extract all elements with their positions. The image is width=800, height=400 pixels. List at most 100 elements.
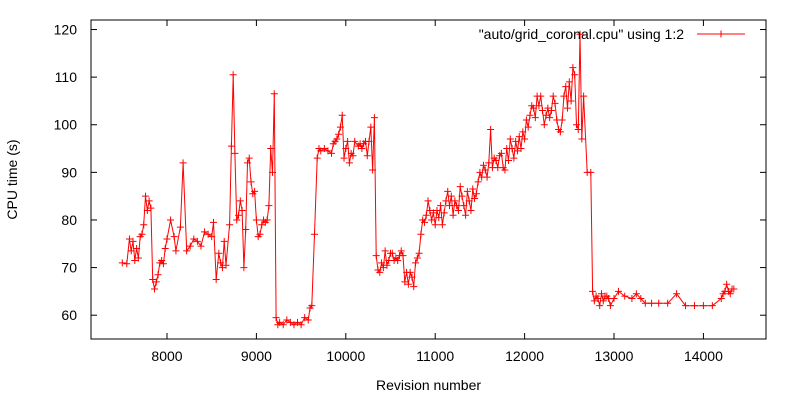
data-point [256,230,264,238]
data-point [606,302,614,310]
data-point [512,137,520,145]
data-point [501,166,509,174]
data-point [383,261,391,269]
data-point [431,221,439,229]
data-point [587,168,595,176]
data-point [730,285,738,293]
data-point [505,156,513,164]
data-point [412,259,420,267]
data-point [487,126,495,134]
data-point [167,216,175,224]
data-point [517,145,525,153]
data-point [451,197,459,205]
data-point [513,147,521,155]
data-point [637,295,645,303]
data-point [571,71,579,79]
data-point [218,264,226,272]
data-point [333,135,341,143]
data-point [708,302,716,310]
data-point [440,209,448,217]
data-point [263,216,271,224]
data-point [129,237,137,245]
y-axis-label: CPU time (s) [4,139,20,219]
y-tick-label: 90 [61,164,77,180]
data-point [433,206,441,214]
data-point [251,187,259,195]
data-point [447,192,455,200]
data-point [297,321,305,329]
data-point [444,187,452,195]
data-point [576,30,584,38]
data-point [152,278,160,286]
data-point [404,280,412,288]
data-point [538,106,546,114]
data-point [172,247,180,255]
data-point [531,114,539,122]
data-point [664,299,672,307]
data-point [252,216,260,224]
data-point [149,275,157,283]
data-point [327,149,335,157]
data-point [208,233,216,241]
data-point [479,161,487,169]
data-point [127,247,135,255]
data-point [229,71,237,79]
data-point [336,123,344,131]
data-point [540,121,548,129]
data-point [542,111,550,119]
data-point [562,83,570,91]
data-point [245,154,253,162]
data-point [226,221,234,229]
data-point [410,283,418,291]
data-point [372,252,380,260]
series-line [122,34,734,326]
data-point [145,197,153,205]
data-point [344,137,352,145]
data-point [460,202,468,210]
data-point [123,260,131,268]
data-point [717,295,725,303]
data-point [406,268,414,276]
data-point [399,252,407,260]
data-point [308,302,316,310]
data-point [231,149,239,157]
data-point [426,206,434,214]
data-point [379,264,387,272]
data-point [508,145,516,153]
data-point [236,197,244,205]
data-point [294,318,302,326]
data-point [690,302,698,310]
data-point [420,218,428,226]
plot-frame [90,19,767,340]
data-point [417,230,425,238]
data-point [125,235,133,243]
data-point [143,206,151,214]
data-point [363,152,371,160]
data-point [283,316,291,324]
data-point [458,192,466,200]
data-point [589,287,597,295]
data-point [358,145,366,153]
data-point [150,285,158,293]
data-point [699,302,707,310]
data-point [158,256,166,264]
data-point [408,273,416,281]
data-point [413,254,421,262]
data-point [569,64,577,72]
data-point [526,111,534,119]
data-point [270,90,278,98]
data-point [519,128,527,136]
data-point [401,278,409,286]
data-point [483,173,491,181]
data-point [369,166,377,174]
data-point [388,249,396,257]
data-point [365,137,373,145]
x-tick-label: 10000 [326,348,365,364]
data-point [242,225,250,233]
data-point [247,178,255,186]
data-point [497,149,505,157]
data-point [301,314,309,322]
data-point [340,154,348,162]
data-point [446,202,454,210]
data-point [170,233,178,241]
